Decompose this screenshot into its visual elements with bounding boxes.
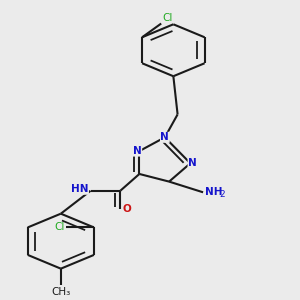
Text: 2: 2: [219, 190, 225, 199]
Text: CH₃: CH₃: [51, 287, 70, 297]
Text: N: N: [133, 146, 142, 156]
Text: HN: HN: [71, 184, 88, 194]
Text: Cl: Cl: [55, 222, 65, 233]
Text: N: N: [188, 158, 197, 168]
Text: NH: NH: [205, 187, 223, 197]
Text: N: N: [160, 132, 169, 142]
Text: Cl: Cl: [163, 13, 173, 22]
Text: O: O: [122, 204, 131, 214]
